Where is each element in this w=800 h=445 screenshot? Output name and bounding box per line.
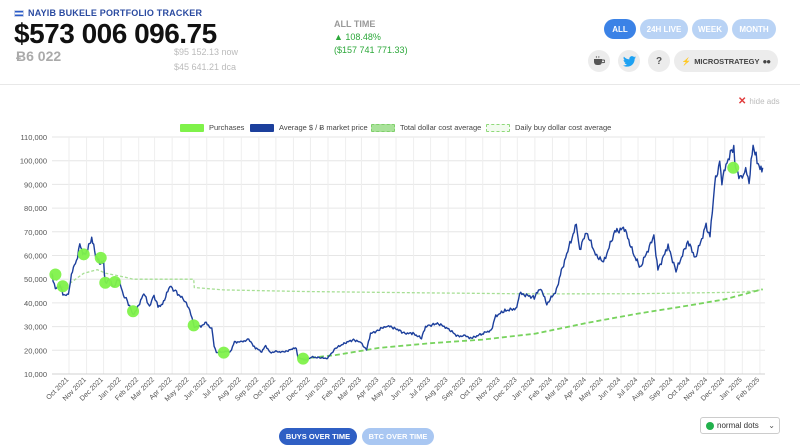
legend-label-market-price: Average $ / Ƀ market price — [279, 123, 368, 132]
app-title-text: NAYIB BUKELE PORTFOLIO TRACKER — [28, 8, 203, 18]
legend-label-total-dca: Total dollar cost average — [400, 123, 482, 132]
purchase-dot — [187, 319, 200, 332]
all-time-label: ALL TIME — [334, 19, 376, 29]
header: NAYIB BUKELE PORTFOLIO TRACKER $573 006 … — [0, 0, 800, 82]
twitter-icon — [622, 55, 636, 67]
portfolio-value-usd: $573 006 096.75 — [14, 18, 217, 49]
app-title: NAYIB BUKELE PORTFOLIO TRACKER — [14, 8, 202, 18]
y-tick-label: 100,000 — [20, 157, 47, 166]
help-icon: ? — [655, 55, 663, 67]
coffee-button[interactable] — [588, 50, 610, 72]
range-month-button[interactable]: MONTH — [732, 19, 776, 39]
header-divider — [0, 84, 800, 85]
microstrategy-button[interactable]: ⚡ MICROSTRATEGY ●● — [674, 50, 778, 72]
y-tick-label: 50,000 — [24, 275, 47, 284]
chart-legend: Purchases Average $ / Ƀ market price Tot… — [0, 123, 800, 135]
range-week-button[interactable]: WEEK — [692, 19, 728, 39]
purchase-dot — [99, 276, 112, 289]
chevron-down-icon: ⌄ — [768, 421, 775, 430]
y-tick-label: 20,000 — [24, 346, 47, 355]
price-chart[interactable]: 10,000 20,000 30,000 40,000 50,000 60,000 70,0… — [0, 130, 800, 415]
legend-swatch-market-price — [250, 123, 274, 132]
daily-dca-line — [303, 288, 763, 360]
purchase-dot — [217, 346, 230, 359]
market-price-line — [51, 144, 764, 361]
dots-select-value: normal dots — [717, 421, 759, 430]
buys-over-time-button[interactable]: BUYS OVER TIME — [279, 428, 357, 445]
y-tick-label: 90,000 — [24, 180, 47, 189]
y-tick-label: 80,000 — [24, 204, 47, 213]
legend-item-purchases[interactable]: Purchases — [180, 123, 244, 132]
el-salvador-flag-icon — [14, 9, 24, 17]
y-tick-label: 30,000 — [24, 323, 47, 332]
legend-item-market-price[interactable]: Average $ / Ƀ market price — [250, 123, 368, 132]
close-icon: ✕ — [738, 96, 747, 107]
all-time-percent: ▲ 108.48% — [334, 32, 381, 42]
help-button[interactable]: ? — [648, 50, 670, 72]
y-tick-label: 40,000 — [24, 299, 47, 308]
legend-label-daily-dca: Daily buy dollar cost average — [515, 123, 612, 132]
y-tick-label: 70,000 — [24, 228, 47, 237]
hide-ads-label: hide ads — [749, 97, 780, 106]
legend-swatch-daily-dca — [486, 123, 510, 132]
range-24h-live-button[interactable]: 24H LIVE — [640, 19, 688, 39]
btc-over-time-button[interactable]: BTC OVER TIME — [362, 428, 434, 445]
legend-item-total-dca[interactable]: Total dollar cost average — [371, 123, 481, 132]
y-tick-label: 110,000 — [20, 133, 47, 142]
legend-swatch-total-dca — [371, 123, 395, 132]
purchase-dot — [77, 248, 90, 261]
lightning-icon: ⚡ — [681, 56, 692, 66]
range-all-button[interactable]: ALL — [604, 19, 636, 39]
purchase-dot — [94, 251, 107, 264]
microstrategy-label: MICROSTRATEGY — [694, 56, 760, 66]
all-time-gain-usd: ($157 741 771.33) — [334, 45, 408, 55]
purchase-dot — [127, 305, 140, 318]
eyes-icon: ●● — [762, 56, 771, 66]
purchase-dot — [727, 161, 740, 174]
legend-swatch-purchases — [180, 123, 204, 132]
y-tick-label: 60,000 — [24, 252, 47, 261]
total-dca-line — [51, 269, 763, 295]
current-price: $95 152.13 now — [174, 47, 239, 57]
legend-label-purchases: Purchases — [209, 123, 245, 132]
purchase-dot — [49, 268, 62, 281]
y-tick-label: 10,000 — [24, 370, 47, 379]
purchase-dot — [108, 276, 121, 289]
dots-style-select[interactable]: normal dots ⌄ — [700, 417, 780, 434]
twitter-button[interactable] — [618, 50, 640, 72]
green-dot-icon — [706, 421, 714, 430]
dca-price: $45 641.21 dca — [174, 62, 237, 72]
purchase-dot — [297, 352, 310, 365]
portfolio-value-btc: Ƀ6 022 — [16, 48, 62, 64]
legend-item-daily-dca[interactable]: Daily buy dollar cost average — [486, 123, 611, 132]
hide-ads-link[interactable]: ✕ hide ads — [738, 96, 780, 107]
coffee-icon — [594, 56, 605, 65]
purchase-dot — [56, 280, 69, 293]
